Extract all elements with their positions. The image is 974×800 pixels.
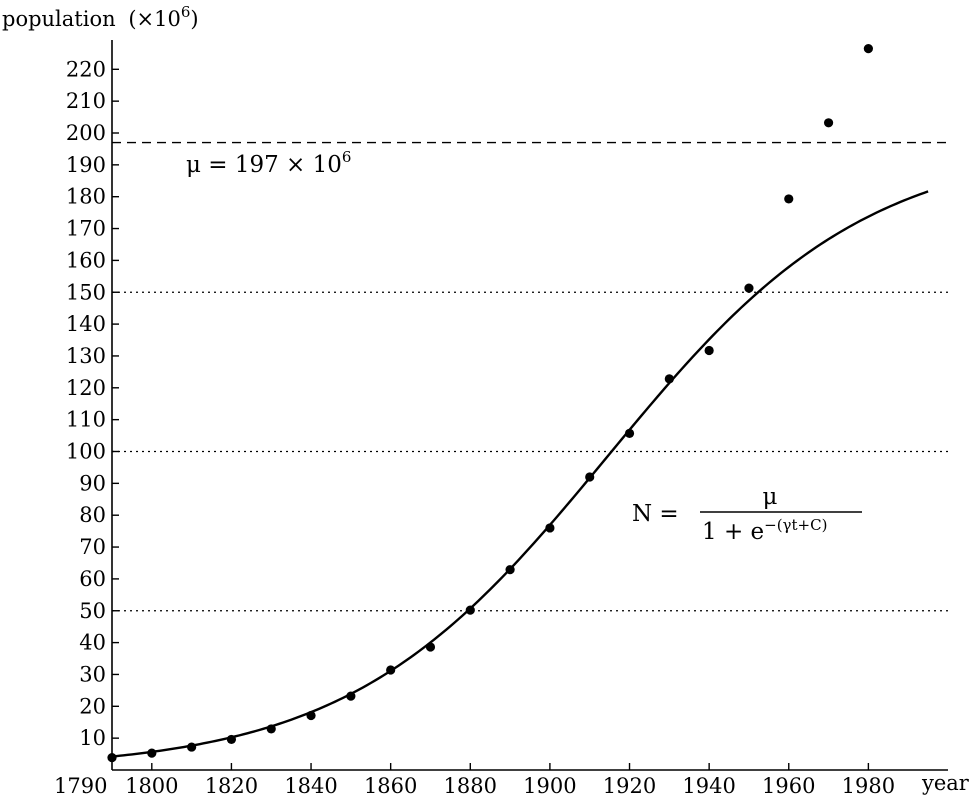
x-tick-label: 1940: [682, 774, 735, 798]
x-tick-label: 1980: [842, 774, 895, 798]
logistic-curve: [111, 190, 929, 758]
data-point: [425, 642, 436, 652]
x-tick-label: 1800: [125, 774, 178, 798]
y-tick-label: 50: [79, 599, 106, 623]
data-point: [465, 605, 475, 615]
y-tick-label: 60: [79, 567, 106, 591]
formula-denominator-main: 1 + e: [702, 519, 764, 545]
data-point: [744, 283, 754, 293]
y-tick-label: 120: [66, 376, 106, 400]
y-tick-label: 170: [66, 217, 106, 241]
y-tick-label: 220: [66, 57, 106, 81]
logistic-curve-group: [111, 190, 929, 758]
data-point: [346, 691, 356, 701]
y-tick-label: 160: [66, 248, 106, 272]
data-point: [624, 428, 635, 438]
y-axis-title-label: population: [2, 7, 116, 31]
mu-annotation-text: μ = 197 × 10: [186, 152, 342, 178]
ticks: 10 20 30 40 50 60 70 80 90 100 110 120 130 140 150 160 1…: [54, 57, 895, 798]
reference-lines: [112, 141, 948, 612]
x-tick-label: 1820: [205, 774, 258, 798]
x-tick-label: 1880: [444, 774, 497, 798]
formula-numerator: μ: [763, 484, 778, 510]
y-tick-label: 180: [66, 185, 106, 209]
formula-annotation: N = μ 1 + e−(γt+C): [632, 484, 862, 545]
data-point: [664, 374, 674, 384]
formula-denominator-exp: −(γt+C): [764, 516, 827, 534]
x-tick-label: 1790: [54, 774, 107, 798]
y-axis-title-unit-close: ): [190, 7, 198, 31]
data-point: [187, 742, 197, 752]
y-tick-label: 90: [79, 471, 106, 495]
y-tick-label: 210: [66, 89, 106, 113]
data-point: [386, 665, 396, 675]
y-tick-label: 100: [66, 440, 106, 464]
x-axis-title: year: [921, 771, 970, 795]
mu-annotation-exp: 6: [342, 148, 352, 166]
y-axis-title-unit-exp: 6: [181, 3, 191, 21]
y-tick-label: 30: [79, 662, 106, 686]
data-point: [107, 752, 117, 763]
data-point: [545, 523, 555, 533]
data-point: [863, 43, 873, 54]
y-axis-title: population (×106): [2, 3, 199, 31]
formula-lhs: N =: [632, 501, 679, 527]
mu-annotation: μ = 197 × 106: [186, 148, 351, 178]
x-tick-label: 1920: [603, 774, 656, 798]
data-point: [784, 194, 794, 204]
data-point: [147, 748, 157, 758]
data-point: [266, 724, 276, 734]
data-point: [226, 734, 237, 745]
data-point: [505, 565, 515, 575]
y-tick-label: 190: [66, 153, 106, 177]
y-tick-label: 110: [66, 408, 106, 432]
x-tick-label: 1960: [762, 774, 815, 798]
y-tick-label: 200: [66, 121, 106, 145]
data-points: [107, 43, 873, 763]
data-point: [306, 710, 316, 721]
x-tick-label: 1860: [364, 774, 417, 798]
y-tick-label: 130: [66, 344, 106, 368]
y-tick-label: 10: [79, 726, 106, 750]
y-tick-label: 40: [79, 631, 106, 655]
formula-denominator: 1 + e−(γt+C): [702, 516, 827, 545]
x-tick-label: 1900: [523, 774, 576, 798]
data-point: [823, 118, 834, 128]
y-tick-label: 80: [79, 503, 106, 527]
y-tick-label: 70: [79, 535, 106, 559]
data-point: [585, 472, 595, 482]
y-axis-title-unit: (×10: [128, 7, 181, 31]
y-tick-label: 140: [66, 312, 106, 336]
x-tick-label: 1840: [284, 774, 337, 798]
y-tick-label: 150: [66, 280, 106, 304]
axes: [111, 40, 948, 771]
y-tick-label: 20: [79, 694, 106, 718]
data-point: [704, 345, 714, 356]
